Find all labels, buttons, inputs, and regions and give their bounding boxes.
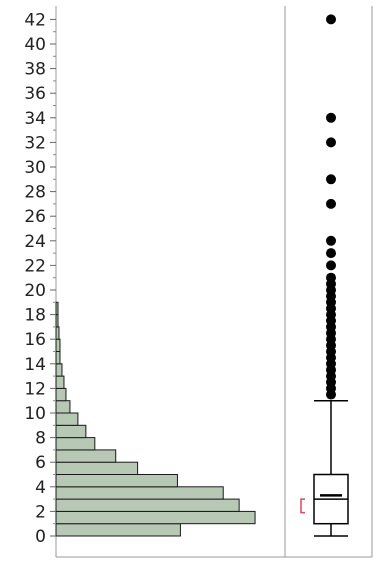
y-tick-label: 4: [35, 478, 46, 498]
histogram-bar: [55, 449, 117, 463]
y-tick-label: 22: [24, 256, 46, 276]
histogram-bar: [55, 301, 59, 316]
histogram-bar: [55, 338, 61, 353]
histogram-bar: [55, 510, 256, 525]
y-tick-label: 42: [24, 10, 46, 30]
histogram-bar: [55, 326, 60, 340]
y-tick-label: 30: [24, 158, 46, 178]
y-tick-label: 40: [24, 35, 46, 55]
confidence-bracket: [300, 498, 305, 514]
histogram-bar: [55, 486, 224, 500]
outlier-point: [326, 235, 336, 246]
histogram-bar: [55, 400, 71, 414]
outlier-point: [326, 272, 336, 283]
y-tick-label: 28: [24, 183, 46, 203]
y-tick-label: 12: [24, 379, 46, 399]
histogram-bar: [55, 375, 65, 389]
histogram-bar: [55, 437, 96, 451]
y-tick-label: 14: [24, 355, 46, 375]
y-tick-label: 16: [24, 330, 46, 350]
outlier-point: [326, 137, 336, 148]
y-tick-label: 6: [35, 453, 46, 473]
y-tick-label: 26: [24, 207, 46, 227]
outlier-point: [326, 112, 336, 123]
y-tick-label: 36: [24, 84, 46, 104]
y-tick-label: 38: [24, 60, 46, 80]
y-tick-label: 20: [24, 281, 46, 301]
y-tick-label: 10: [24, 404, 46, 424]
histogram-bar: [55, 412, 79, 426]
histogram-bar: [55, 363, 63, 377]
y-tick-label: 8: [35, 429, 46, 449]
y-tick-label: 18: [24, 306, 46, 326]
y-tick-label: 32: [24, 133, 46, 153]
outlier-point: [326, 198, 336, 209]
y-tick-label: 34: [24, 109, 46, 129]
histogram-bar: [55, 387, 67, 402]
histogram-bar: [55, 314, 59, 328]
y-tick-label: 2: [35, 502, 46, 522]
outlier-point: [326, 248, 336, 259]
histogram-bar: [55, 498, 240, 512]
histogram-bar: [55, 523, 181, 537]
outlier-point: [326, 174, 336, 185]
histogram-bar: [55, 474, 178, 488]
y-tick-label: 0: [35, 527, 46, 547]
histogram-bar: [55, 461, 139, 476]
outlier-point: [326, 14, 336, 25]
histogram-bar: [55, 351, 61, 365]
histogram-bar: [55, 424, 87, 439]
histogram-bars: [55, 301, 256, 537]
y-tick-label: 24: [24, 232, 46, 252]
outlier-point: [326, 260, 336, 271]
boxplot: [300, 14, 349, 537]
